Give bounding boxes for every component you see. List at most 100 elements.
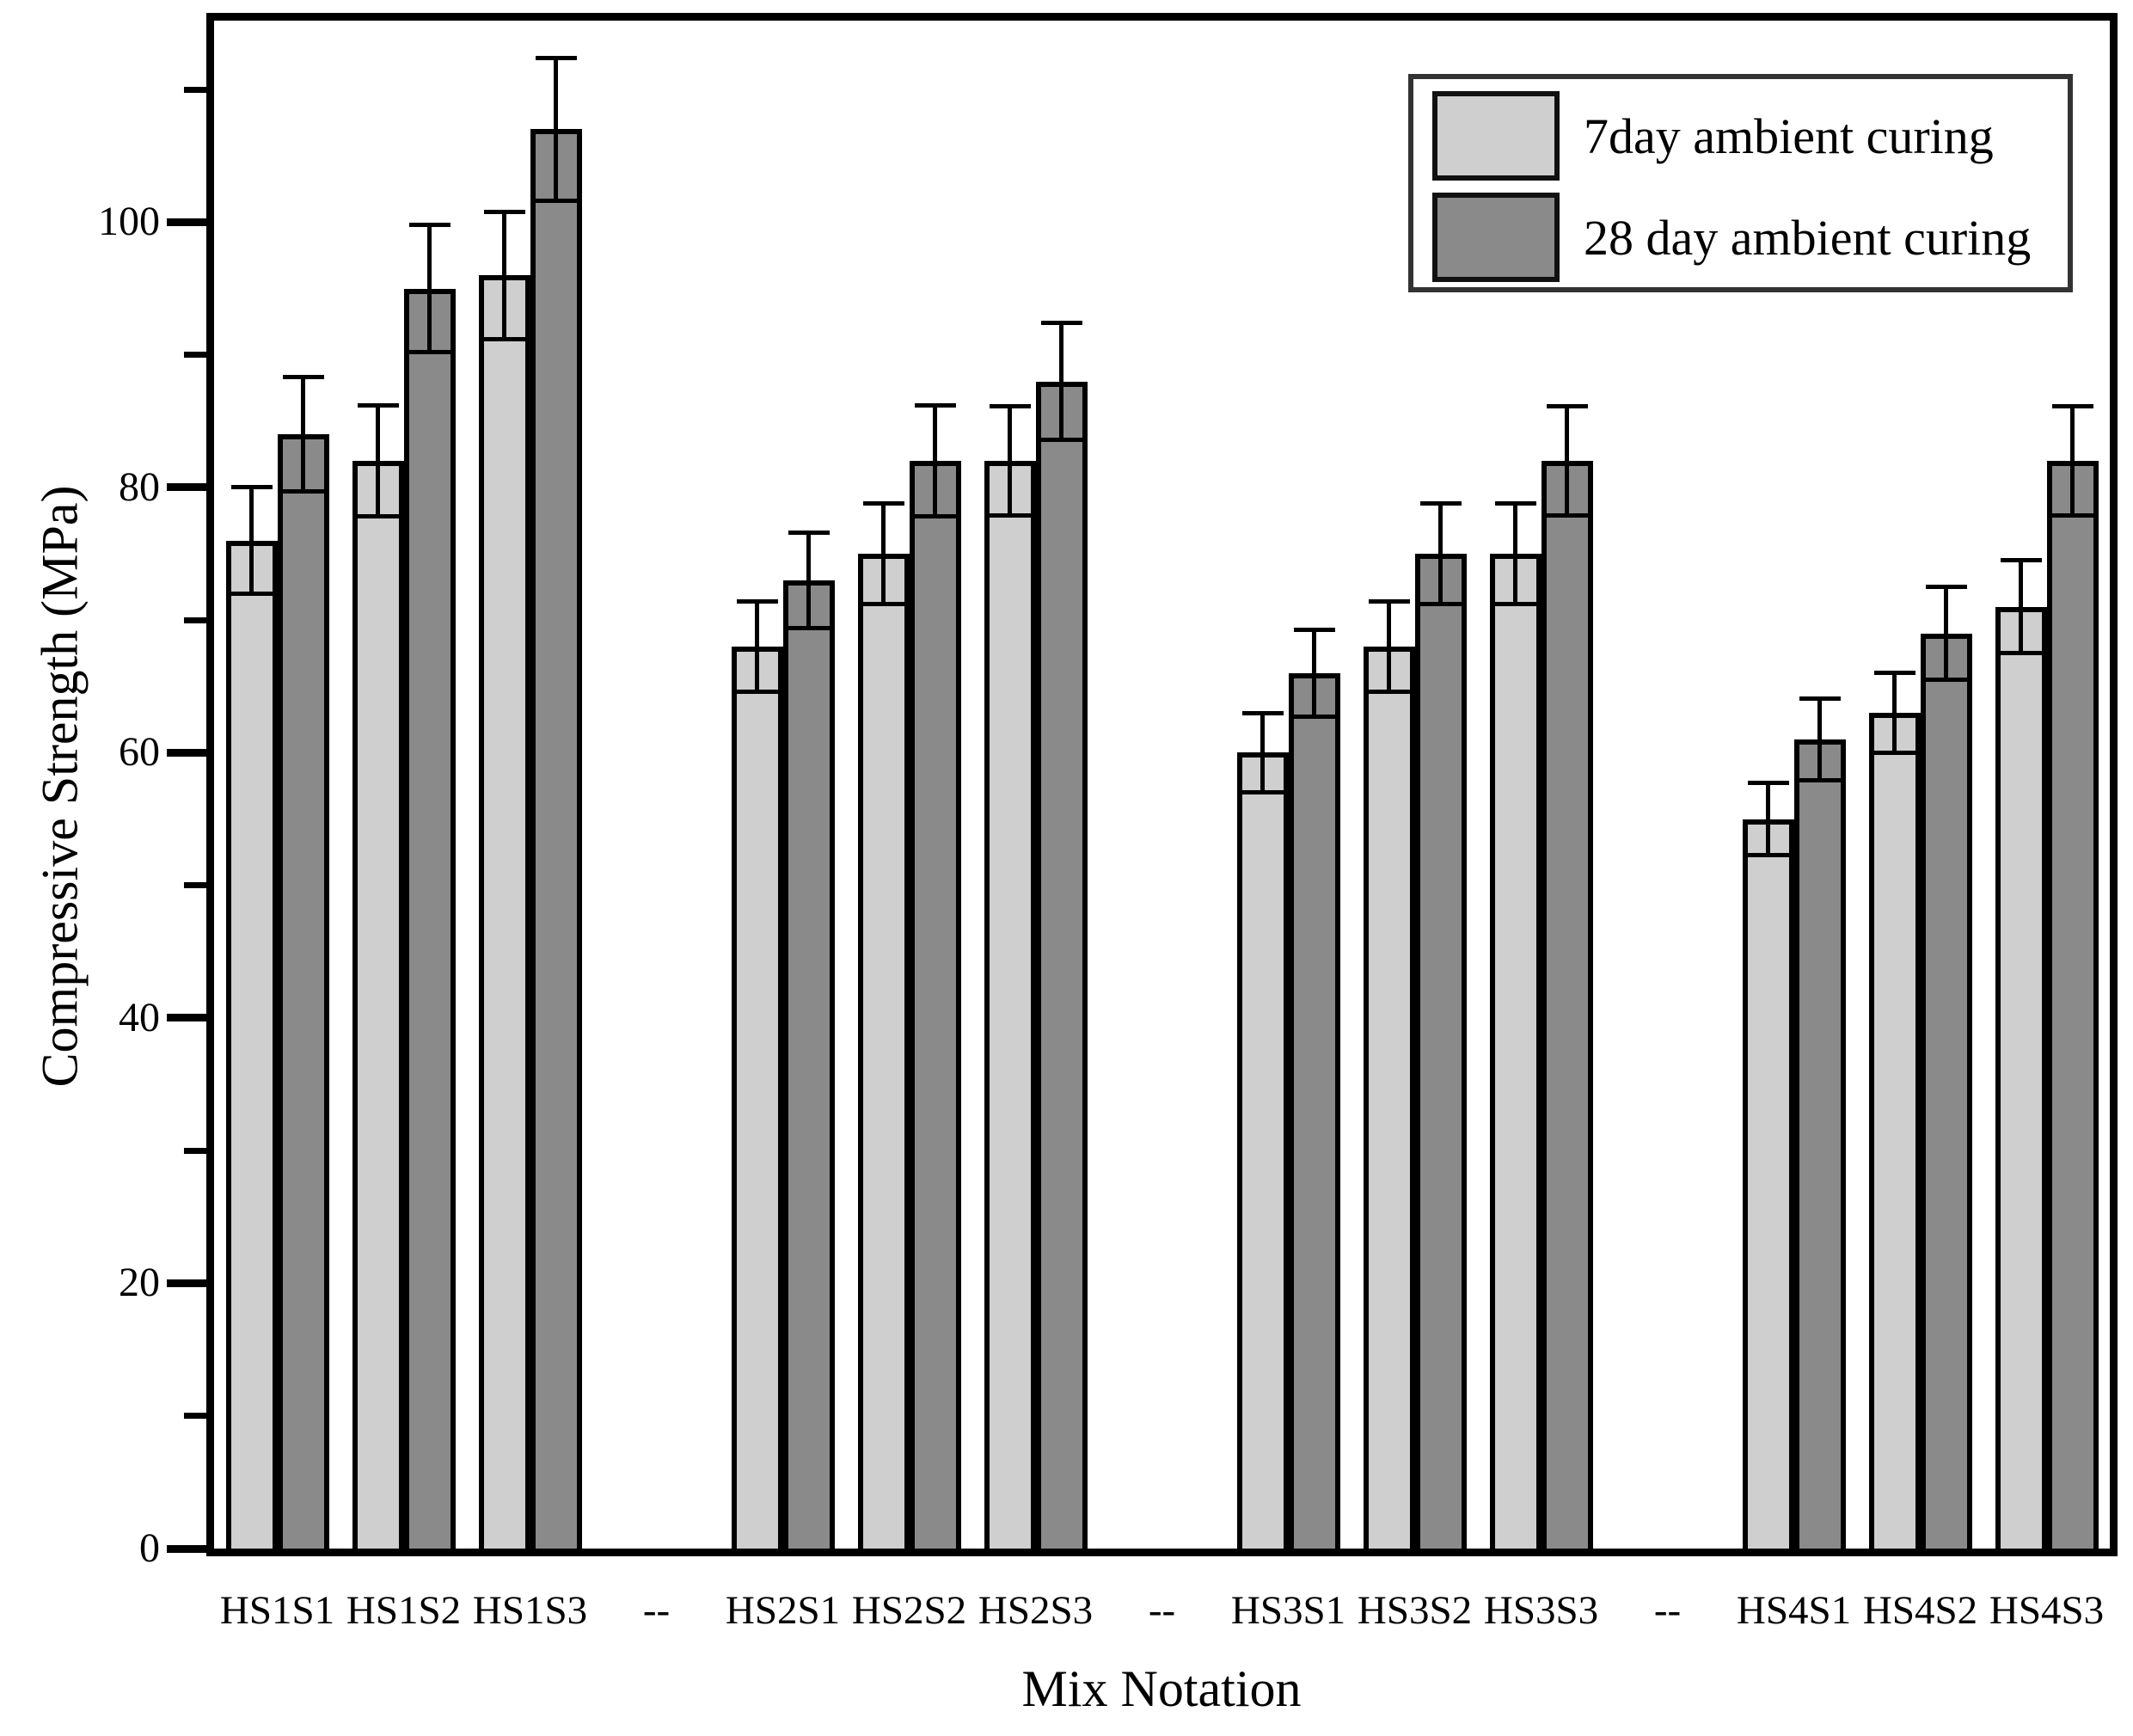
error-bar <box>502 212 506 340</box>
bar-28day-HS2S2 <box>909 461 961 1554</box>
y-minor-tick <box>184 86 206 93</box>
x-category-label-HS4S1: HS4S1 <box>1736 1588 1852 1633</box>
error-bar <box>249 487 254 594</box>
bar-7day-HS4S1 <box>1742 819 1794 1554</box>
error-bar-cap-bottom <box>862 602 904 607</box>
x-category-label-HS2S3: HS2S3 <box>978 1588 1094 1633</box>
error-bar <box>1944 586 1948 680</box>
y-major-tick <box>167 218 206 226</box>
legend-label-7day: 7day ambient curing <box>1584 107 1994 164</box>
bar-7day-HS3S2 <box>1363 647 1415 1554</box>
bar-7day-HS1S2 <box>352 461 404 1554</box>
error-bar-cap-top <box>357 402 399 408</box>
y-major-tick <box>167 1279 206 1287</box>
error-bar <box>1565 406 1569 516</box>
error-bar-cap-top <box>1546 404 1588 409</box>
error-bar-cap-top <box>535 55 577 60</box>
bar-7day-HS2S3 <box>984 461 1036 1554</box>
error-bar <box>1892 672 1897 753</box>
bar-28day-HS4S2 <box>1920 633 1972 1554</box>
bar-28day-HS2S1 <box>782 580 835 1554</box>
error-bar <box>2019 560 2023 653</box>
legend-entry-28day: 28 day ambient curing <box>1432 193 2031 282</box>
error-bar <box>301 377 305 492</box>
x-category-label---: -- <box>1148 1588 1176 1633</box>
legend-swatch-7day <box>1432 91 1560 181</box>
error-bar-cap-top <box>1799 696 1841 701</box>
y-tick-label: 40 <box>119 994 160 1040</box>
error-bar-cap-bottom <box>989 512 1031 518</box>
error-bar-cap-bottom <box>1747 852 1789 857</box>
error-bar-cap-top <box>1368 599 1410 604</box>
error-bar <box>806 532 811 629</box>
bar-28day-HS3S2 <box>1414 554 1467 1554</box>
error-bar-cap-bottom <box>230 591 273 596</box>
bar-28day-HS1S2 <box>403 288 456 1554</box>
error-bar-cap-top <box>1747 781 1789 786</box>
error-bar <box>933 405 937 517</box>
error-bar <box>1766 782 1770 856</box>
bar-28day-HS4S1 <box>1793 739 1846 1554</box>
error-bar-cap-bottom <box>282 489 324 494</box>
legend-label-28day: 28 day ambient curing <box>1584 209 2032 266</box>
y-minor-tick <box>184 616 206 623</box>
error-bar-cap-bottom <box>1241 790 1284 795</box>
bar-28day-HS3S1 <box>1288 672 1340 1554</box>
error-bar-cap-top <box>2051 404 2093 409</box>
y-minor-tick <box>184 882 206 889</box>
error-bar-cap-bottom <box>1419 602 1462 607</box>
legend-swatch-28day <box>1432 193 1560 282</box>
error-bar-cap-bottom <box>1293 715 1335 720</box>
bar-7day-HS2S1 <box>731 647 783 1554</box>
error-bar-cap-bottom <box>483 336 525 341</box>
y-tick-label: 100 <box>98 199 160 245</box>
x-axis-title: Mix Notation <box>1021 1660 1302 1717</box>
bar-7day-HS4S2 <box>1868 713 1921 1554</box>
y-minor-tick <box>184 352 206 359</box>
error-bar <box>1059 322 1063 440</box>
legend: 7day ambient curing 28 day ambient curin… <box>1408 74 2073 292</box>
x-category-label-HS1S2: HS1S2 <box>346 1588 462 1633</box>
bar-7day-HS1S3 <box>478 275 530 1554</box>
bar-7day-HS3S3 <box>1489 554 1542 1554</box>
y-major-tick <box>167 1544 206 1553</box>
error-bar <box>1387 601 1391 692</box>
x-category-label-HS1S3: HS1S3 <box>472 1588 588 1633</box>
error-bar-cap-top <box>1494 500 1536 506</box>
bar-7day-HS2S2 <box>857 554 910 1554</box>
y-tick-label: 20 <box>119 1260 160 1306</box>
error-bar <box>376 405 380 517</box>
error-bar-cap-top <box>989 404 1031 409</box>
error-bar-cap-top <box>408 223 451 228</box>
y-axis-title: Compressive Strength (MPa) <box>31 485 89 1088</box>
bar-28day-HS3S3 <box>1541 461 1593 1554</box>
error-bar-cap-top <box>736 599 778 604</box>
x-category-label---: -- <box>1653 1588 1682 1633</box>
bar-28day-HS2S3 <box>1035 381 1088 1554</box>
error-bar-cap-top <box>2000 558 2042 563</box>
error-bar-cap-top <box>483 209 525 214</box>
error-bar-cap-top <box>914 402 956 408</box>
error-bar-cap-bottom <box>2051 512 2093 518</box>
error-bar-cap-top <box>1419 500 1462 506</box>
x-category-label-HS2S1: HS2S1 <box>725 1588 841 1633</box>
bar-28day-HS1S1 <box>277 434 329 1554</box>
error-bar-cap-top <box>282 375 324 380</box>
x-category-label-HS3S3: HS3S3 <box>1483 1588 1599 1633</box>
error-bar <box>1312 629 1316 717</box>
error-bar-cap-top <box>230 485 273 490</box>
bar-28day-HS1S3 <box>530 129 582 1554</box>
error-bar <box>1008 406 1012 516</box>
x-category-label---: -- <box>642 1588 671 1633</box>
error-bar-cap-bottom <box>914 514 956 519</box>
y-major-tick <box>167 748 206 757</box>
x-category-label-HS1S1: HS1S1 <box>219 1588 335 1633</box>
y-major-tick <box>167 1014 206 1022</box>
legend-entry-7day: 7day ambient curing <box>1432 91 1994 181</box>
error-bar-cap-top <box>1293 627 1335 632</box>
error-bar-cap-bottom <box>408 350 451 355</box>
error-bar-cap-bottom <box>1925 678 1967 683</box>
error-bar-cap-bottom <box>2000 651 2042 656</box>
x-category-label-HS4S2: HS4S2 <box>1862 1588 1978 1633</box>
